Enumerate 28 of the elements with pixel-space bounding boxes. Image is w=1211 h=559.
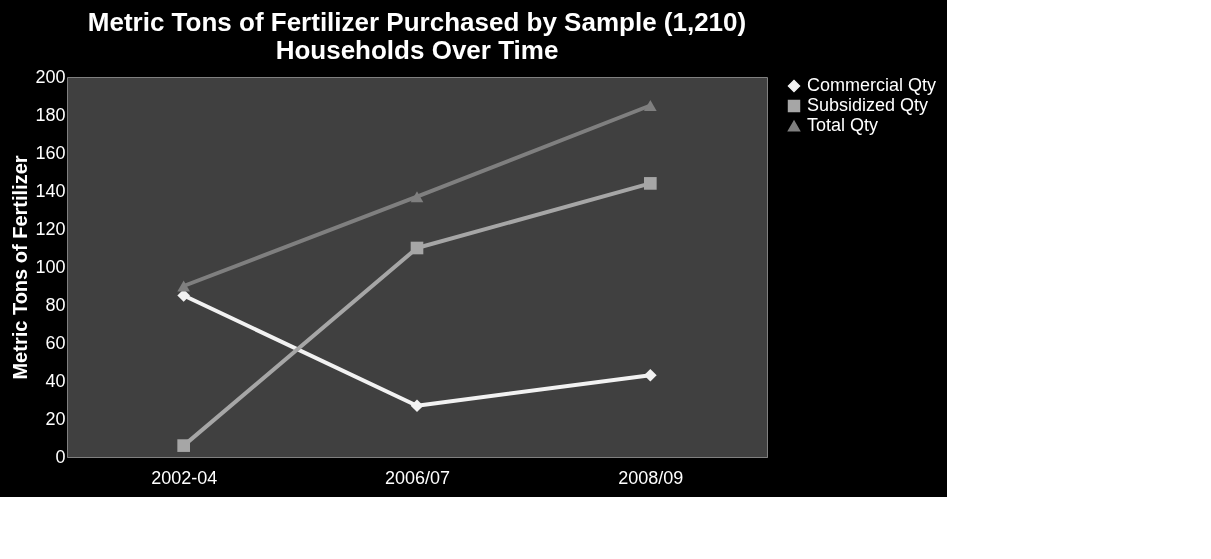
y-tick-label: 180 — [35, 104, 66, 125]
legend-label: Commercial Qty — [807, 75, 937, 95]
y-tick-label: 100 — [35, 256, 66, 277]
point — [410, 241, 424, 255]
x-tick-label: 2006/07 — [384, 467, 451, 488]
y-tick-label: 200 — [35, 66, 66, 87]
y-tick-label: 140 — [35, 180, 66, 201]
legend-label: Total Qty — [807, 115, 879, 135]
y-tick-label: 160 — [35, 142, 66, 163]
point — [644, 100, 657, 111]
y-axis-title: Metric Tons of Fertilizer — [9, 155, 32, 380]
y-tick-label: 40 — [45, 370, 66, 391]
point — [410, 399, 424, 413]
text: Metric Tons of Fertilizer Purchased by Sample (1,210) — [87, 7, 747, 37]
point — [644, 368, 657, 382]
x-tick-label: 2008/09 — [618, 467, 684, 488]
point — [410, 191, 424, 203]
legend-label: Subsidized Qty — [807, 95, 929, 115]
point — [177, 439, 190, 452]
y-tick-label: 60 — [45, 332, 66, 353]
point — [177, 280, 190, 292]
y-tick-label: 20 — [45, 408, 66, 429]
y-tick-label: 0 — [55, 446, 66, 467]
y-tick-label: 80 — [45, 294, 66, 315]
y-tick-label: 120 — [35, 218, 66, 239]
point — [644, 177, 657, 190]
text: Households Over Time — [275, 35, 559, 65]
x-tick-label: 2002-04 — [151, 467, 218, 488]
